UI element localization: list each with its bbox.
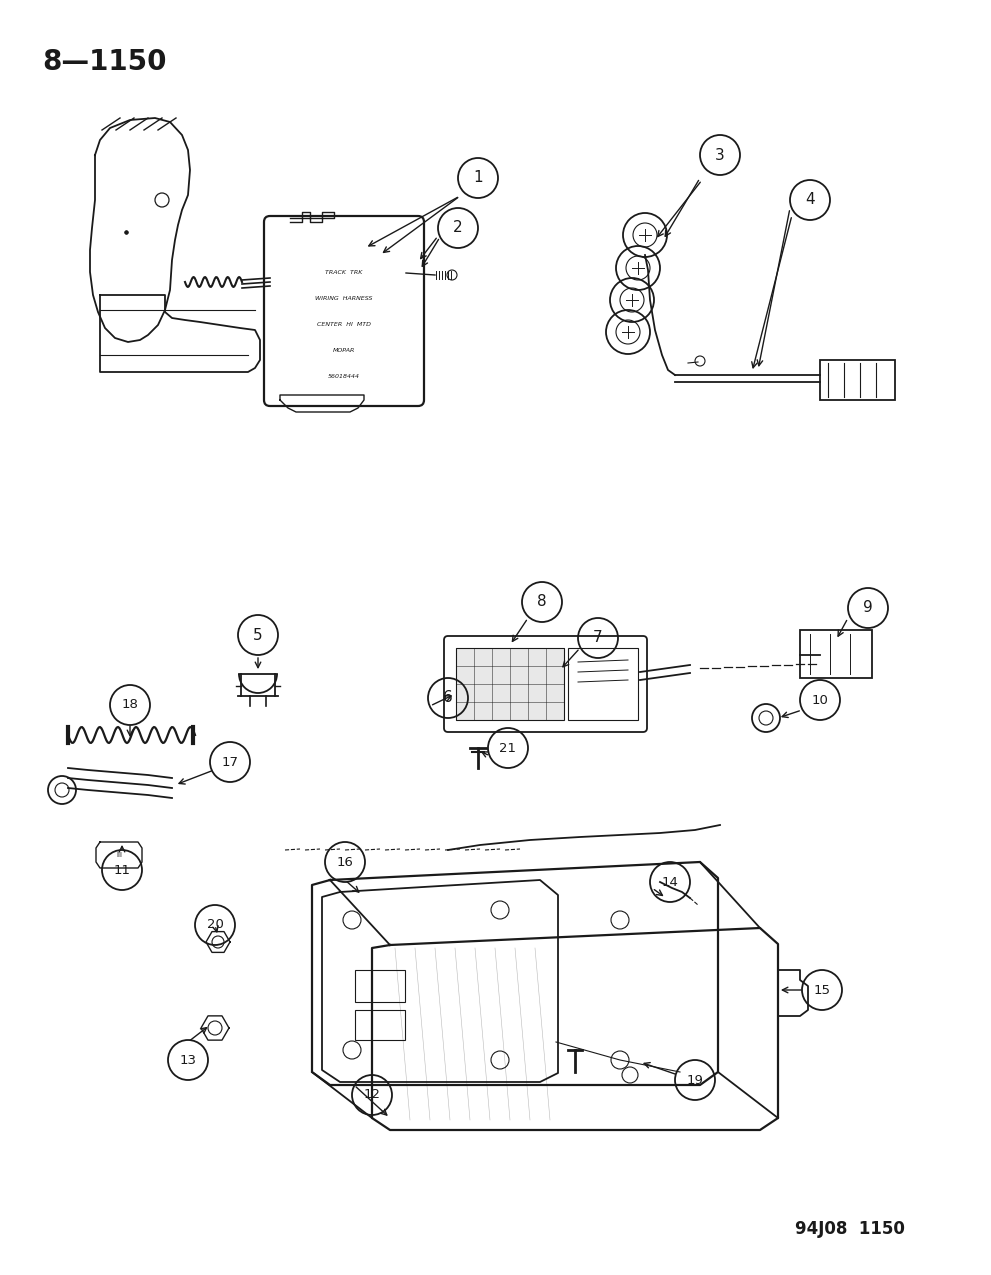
Text: 11: 11 (114, 863, 131, 876)
Text: 15: 15 (814, 983, 830, 997)
Text: 8—1150: 8—1150 (42, 48, 166, 76)
Text: 7: 7 (594, 631, 603, 645)
Text: 14: 14 (662, 876, 679, 889)
FancyBboxPatch shape (444, 636, 647, 732)
Text: 8: 8 (537, 594, 547, 609)
Text: 16: 16 (337, 856, 354, 868)
Text: 2: 2 (453, 221, 463, 236)
Bar (355, 970, 405, 1002)
Bar (568, 648, 638, 720)
Text: 17: 17 (222, 756, 239, 769)
Text: 56018444: 56018444 (328, 374, 360, 379)
Text: III: III (116, 852, 122, 858)
Text: 4: 4 (805, 193, 815, 208)
Text: 9: 9 (863, 601, 873, 616)
Text: 12: 12 (364, 1089, 381, 1102)
Text: 1: 1 (473, 171, 483, 185)
FancyBboxPatch shape (820, 360, 895, 400)
Text: 19: 19 (687, 1074, 704, 1086)
Text: 13: 13 (179, 1053, 196, 1066)
FancyBboxPatch shape (264, 215, 424, 405)
Text: 10: 10 (812, 694, 828, 706)
Text: 18: 18 (122, 699, 139, 711)
Text: MOPAR: MOPAR (333, 348, 355, 352)
Text: 21: 21 (499, 742, 516, 755)
FancyBboxPatch shape (800, 630, 872, 678)
Text: WIRING  HARNESS: WIRING HARNESS (315, 296, 373, 301)
Text: 6: 6 (443, 691, 453, 705)
Text: CENTER  HI  MTD: CENTER HI MTD (317, 321, 371, 326)
Bar (355, 1010, 405, 1040)
Text: TRACK  TRK: TRACK TRK (325, 269, 363, 274)
Text: 20: 20 (206, 918, 223, 932)
Text: 5: 5 (253, 627, 263, 643)
Text: 94J08  1150: 94J08 1150 (795, 1220, 905, 1238)
Bar (456, 648, 564, 720)
Text: 3: 3 (716, 148, 724, 162)
